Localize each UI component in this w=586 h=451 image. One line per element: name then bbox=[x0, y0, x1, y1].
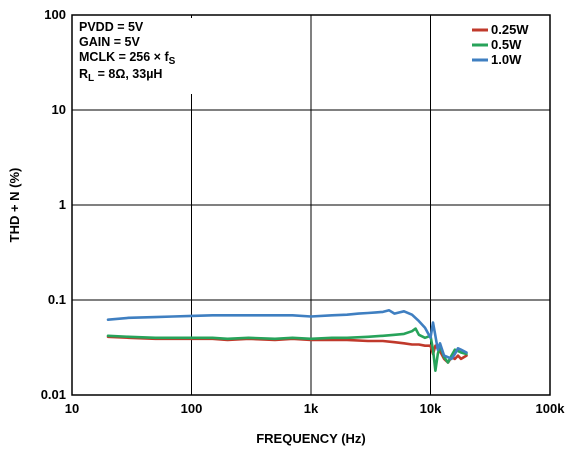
series-layer bbox=[106, 308, 468, 373]
note-gain: GAIN = 5V bbox=[79, 35, 140, 49]
y-tick-label-3: 10 bbox=[52, 102, 66, 117]
conditions-note: PVDD = 5V GAIN = 5V MCLK = 256 × fS RL =… bbox=[75, 18, 197, 94]
series-line-0-5w bbox=[106, 327, 468, 373]
plot-frame bbox=[71, 14, 551, 396]
y-tick-label-2: 1 bbox=[59, 197, 66, 212]
x-tick-labels: 10 100 1k 10k 100k bbox=[65, 401, 565, 416]
note-load: RL = 8Ω, 33µH bbox=[79, 67, 162, 84]
conditions-note-background bbox=[75, 18, 197, 94]
series-line-0-25w bbox=[106, 335, 468, 364]
note-mclk-main: MCLK = 256 × f bbox=[79, 50, 169, 64]
note-load-subscript: L bbox=[88, 73, 94, 84]
y-axis-title: THD + N (%) bbox=[7, 168, 22, 243]
note-pvdd: PVDD = 5V bbox=[79, 20, 144, 34]
y-tick-labels: 0.01 0.1 1 10 100 bbox=[41, 7, 66, 402]
note-mclk-subscript: S bbox=[169, 56, 176, 67]
x-tick-label-1: 100 bbox=[181, 401, 203, 416]
x-tick-label-0: 10 bbox=[65, 401, 79, 416]
y-tick-label-4: 100 bbox=[44, 7, 66, 22]
x-tick-label-2: 1k bbox=[304, 401, 319, 416]
note-mclk: MCLK = 256 × fS bbox=[79, 50, 176, 67]
y-tick-label-1: 0.1 bbox=[48, 292, 66, 307]
legend-label-0-25w: 0.25W bbox=[491, 22, 529, 37]
note-load-main: R bbox=[79, 67, 88, 81]
legend: 0.25W 0.5W 1.0W bbox=[468, 18, 546, 70]
note-load-suffix: = 8Ω, 33µH bbox=[94, 67, 162, 81]
x-tick-label-4: 100k bbox=[536, 401, 566, 416]
series-line-1-0w bbox=[106, 308, 468, 361]
y-tick-label-0: 0.01 bbox=[41, 387, 66, 402]
x-tick-label-3: 10k bbox=[420, 401, 442, 416]
legend-label-0-5w: 0.5W bbox=[491, 37, 522, 52]
legend-label-1-0w: 1.0W bbox=[491, 52, 522, 67]
x-axis-title: FREQUENCY (Hz) bbox=[256, 431, 366, 446]
